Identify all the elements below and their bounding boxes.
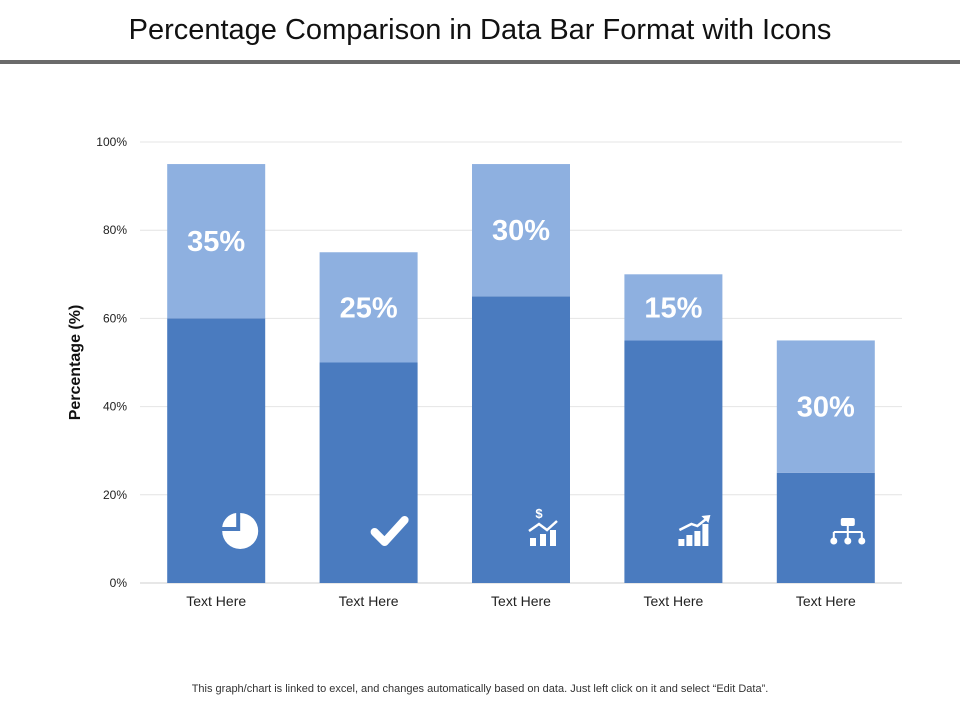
bar-growth-icon	[678, 515, 711, 546]
data-label: 35%	[187, 226, 245, 258]
x-tick-label: Text Here	[796, 593, 856, 609]
data-label: 15%	[644, 292, 702, 324]
footnote: This graph/chart is linked to excel, and…	[191, 683, 769, 695]
dollar-growth-chart-icon: $	[528, 506, 558, 546]
bar-top-segment	[624, 274, 723, 341]
bar-top-segment	[167, 164, 266, 319]
title-divider	[0, 60, 960, 64]
page-title: Percentage Comparison in Data Bar Format…	[128, 14, 832, 46]
bar-base-segment	[776, 472, 875, 583]
bar-base-segment	[624, 340, 723, 583]
y-tick-label: 40%	[103, 400, 127, 414]
hierarchy-icon	[830, 518, 866, 545]
data-label: 25%	[340, 292, 398, 324]
checkmark-icon	[370, 516, 409, 546]
y-tick-label: 60%	[103, 311, 127, 325]
x-tick-label: Text Here	[339, 593, 399, 609]
y-axis-label: Percentage (%)	[67, 305, 84, 421]
x-tick-label: Text Here	[186, 593, 246, 609]
pie-chart-icon	[222, 513, 259, 549]
data-label: 30%	[492, 215, 550, 247]
stacked-bar-chart: 0% 20% 40% 60% 80% 100% Percentage (%) 35% Text …	[67, 135, 902, 609]
x-tick-label: Text Here	[643, 593, 703, 609]
y-tick-label: 100%	[96, 135, 127, 149]
data-label: 30%	[797, 392, 855, 424]
y-tick-label: 80%	[103, 223, 127, 237]
svg-text:$: $	[535, 506, 543, 521]
bar-top-segment	[319, 252, 418, 363]
y-tick-label: 20%	[103, 488, 127, 502]
bar-top-segment	[472, 164, 570, 297]
y-tick-label: 0%	[110, 576, 128, 590]
bar-top-segment	[776, 340, 875, 473]
bar-base-segment	[319, 362, 418, 583]
x-tick-label: Text Here	[491, 593, 551, 609]
